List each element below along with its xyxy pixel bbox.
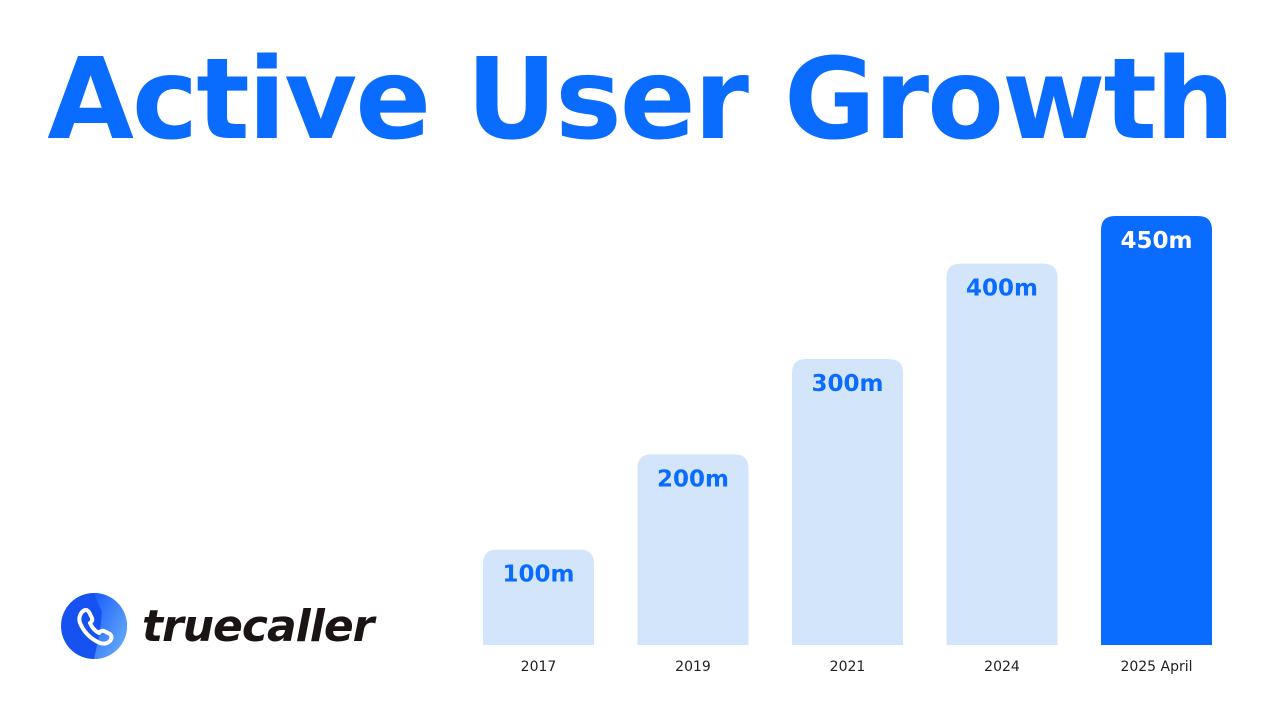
bar-2025-april [1101,216,1212,645]
x-tick-label: 2021 [830,659,866,675]
bar-2019 [637,454,749,645]
bar-2024 [946,263,1058,645]
bar-2021 [792,359,903,645]
data-label: 200m [657,466,729,492]
data-label: 100m [503,562,575,588]
data-label: 300m [812,371,884,397]
data-label: 400m [966,276,1038,302]
truecaller-logo: truecaller [60,592,374,660]
x-tick-label: 2024 [984,659,1020,675]
data-label: 450m [1121,228,1193,254]
phone-icon [61,593,127,659]
x-tick-label: 2019 [675,659,711,675]
logo-wordmark: truecaller [142,600,374,652]
x-tick-label: 2025 April [1120,659,1192,675]
x-tick-label: 2017 [521,659,557,675]
chart-title: Active User Growth [47,35,1235,165]
bar-2017 [483,549,594,645]
